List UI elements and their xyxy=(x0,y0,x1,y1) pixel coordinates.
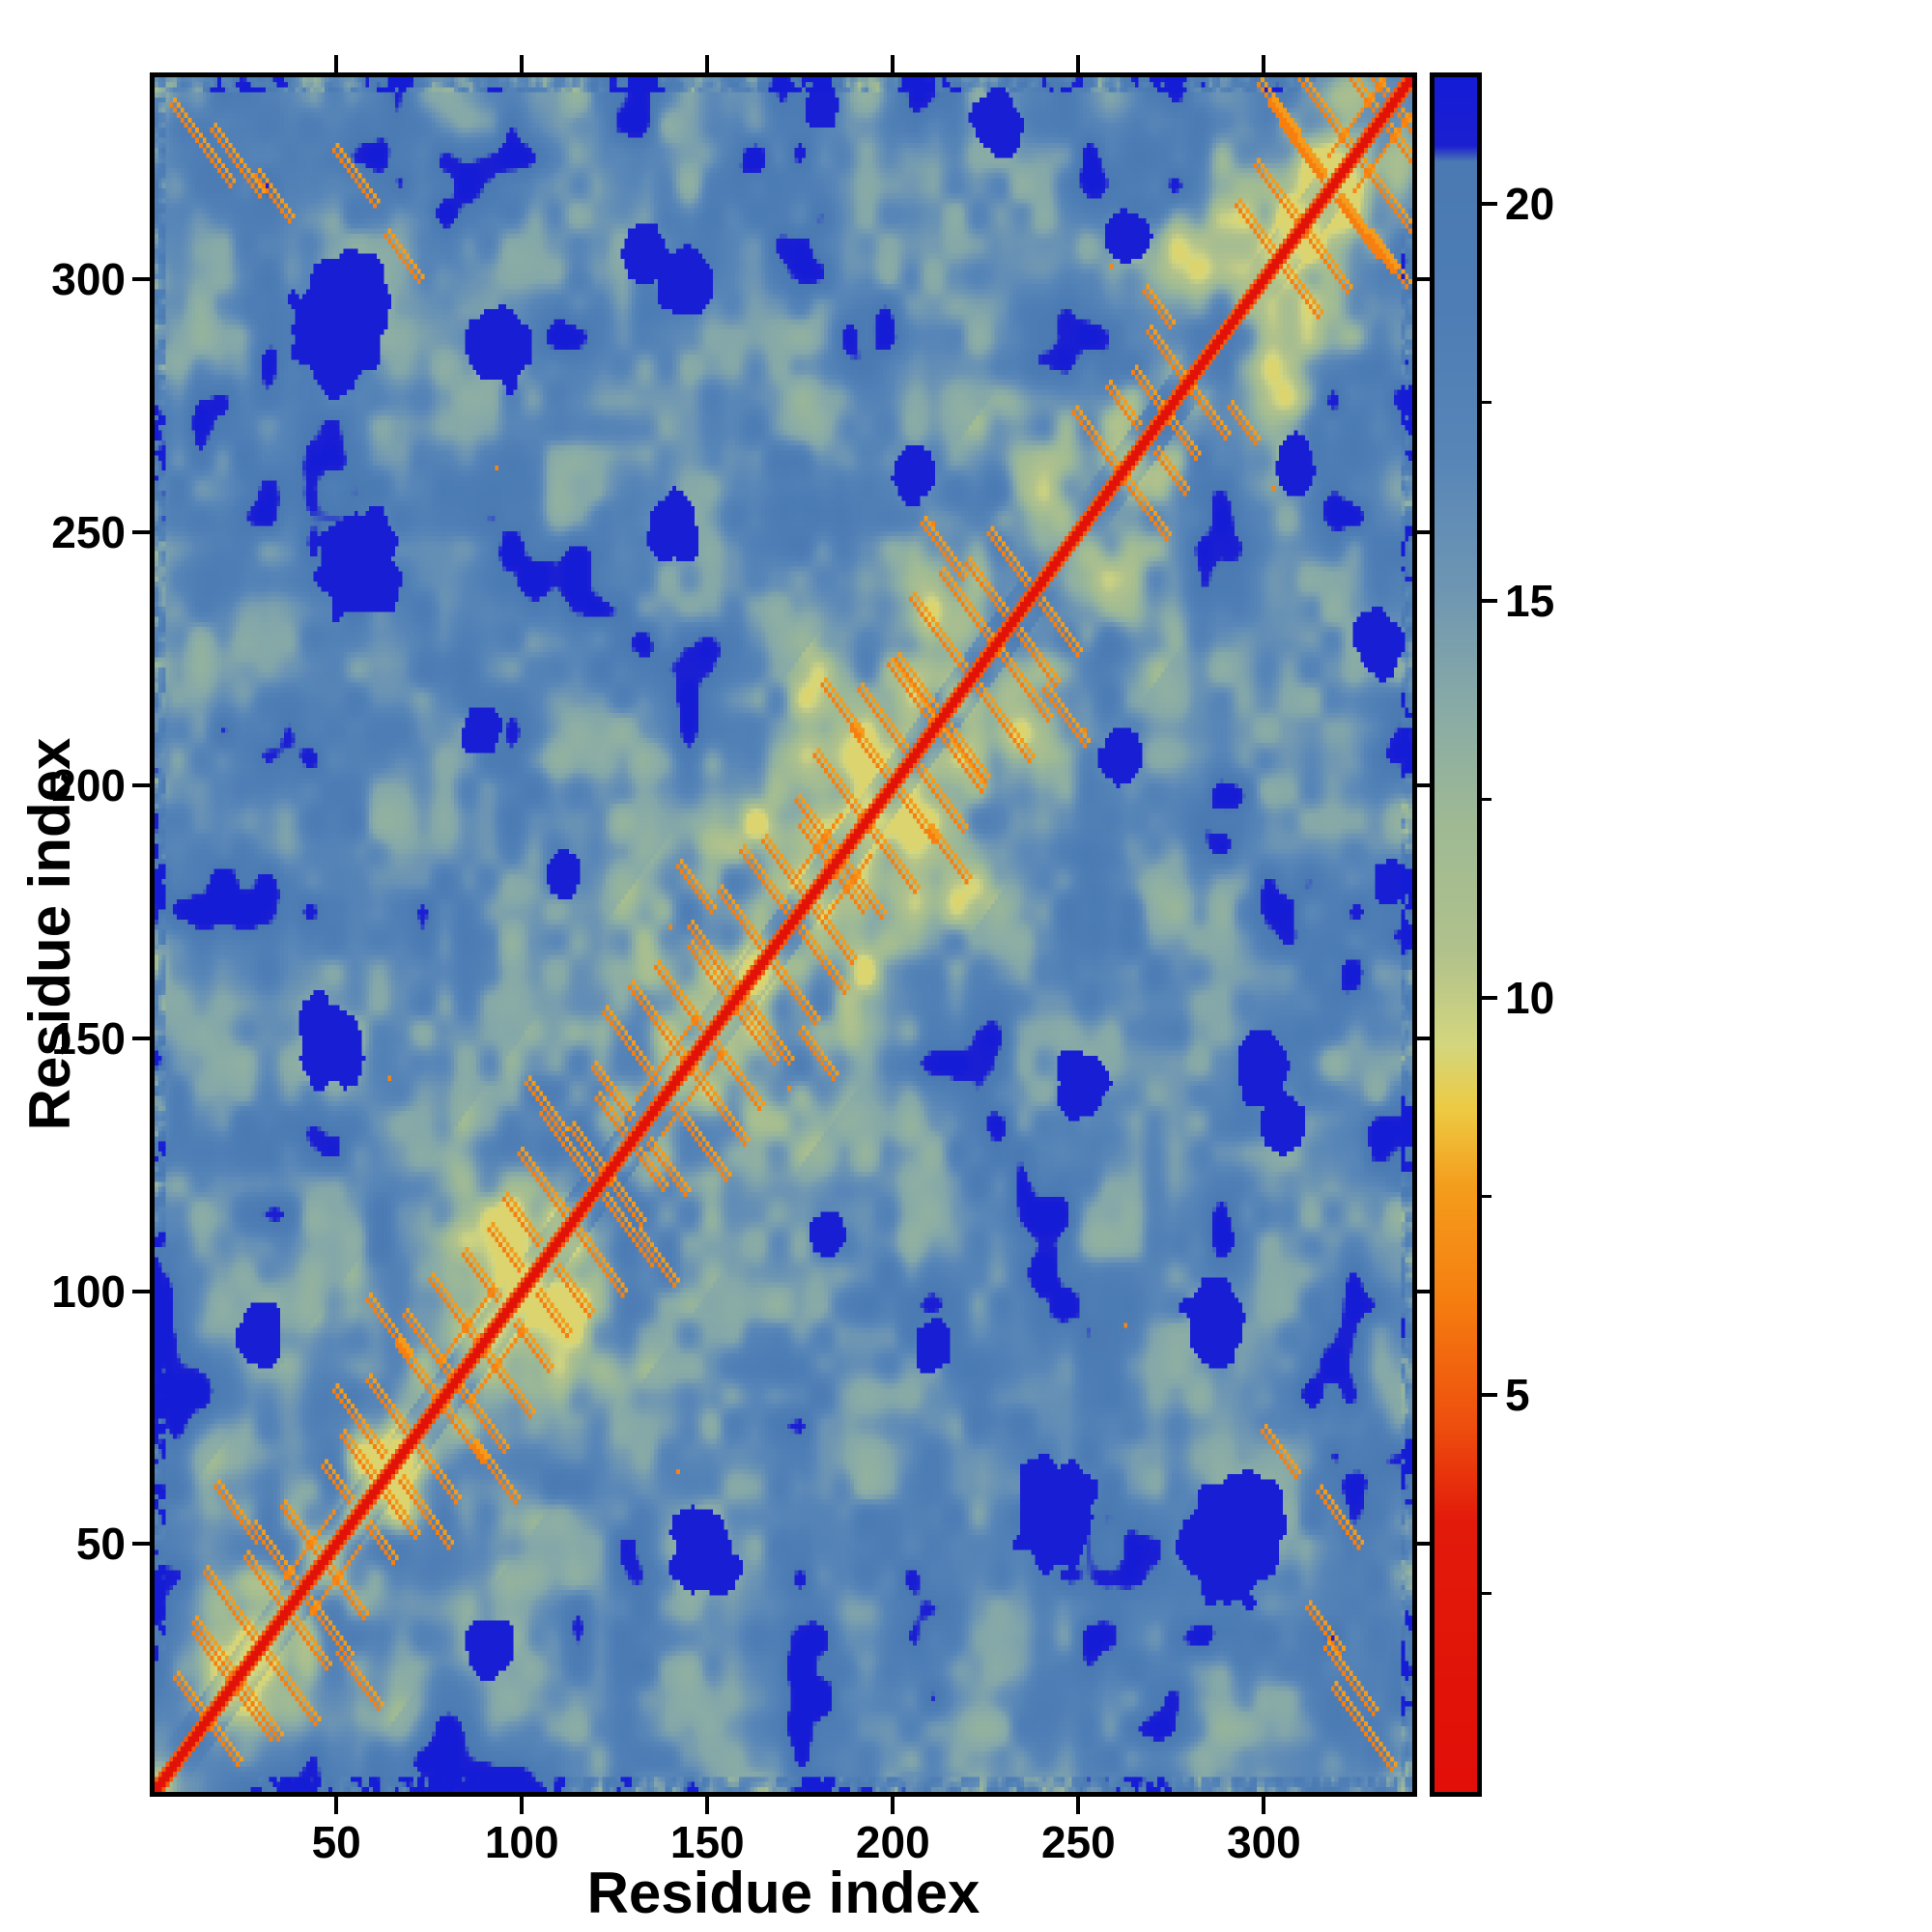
y-axis-tick-left xyxy=(132,1036,150,1040)
y-tick-label: 100 xyxy=(51,1265,126,1317)
heatmap-plot-area xyxy=(150,72,1417,1797)
colorbar-major-tick xyxy=(1482,599,1497,604)
colorbar-tick-label: 10 xyxy=(1505,973,1555,1024)
y-axis-tick-right xyxy=(1417,277,1435,282)
colorbar-major-tick xyxy=(1482,996,1497,1001)
x-axis-tick-top xyxy=(891,55,895,72)
x-axis-tick-bottom xyxy=(1262,1797,1266,1814)
heatmap-canvas xyxy=(155,77,1412,1792)
colorbar-minor-tick xyxy=(1482,798,1492,802)
x-tick-label: 50 xyxy=(311,1817,361,1867)
x-axis-tick-bottom xyxy=(891,1797,895,1814)
x-axis-tick-top xyxy=(1262,55,1266,72)
colorbar-tick-label: 20 xyxy=(1505,179,1555,230)
x-tick-label: 300 xyxy=(1226,1817,1301,1867)
x-axis-tick-top xyxy=(1076,55,1081,72)
colorbar xyxy=(1430,72,1482,1797)
colorbar-minor-tick xyxy=(1482,1592,1492,1596)
x-axis-tick-bottom xyxy=(1076,1797,1081,1814)
colorbar-major-tick xyxy=(1482,202,1497,207)
y-tick-label: 200 xyxy=(51,760,126,811)
x-axis-tick-top xyxy=(705,55,710,72)
x-tick-label: 150 xyxy=(669,1817,745,1867)
y-axis-tick-right xyxy=(1417,783,1435,788)
y-axis-tick-right xyxy=(1417,1036,1435,1040)
colorbar-minor-tick xyxy=(1482,1195,1492,1199)
x-axis-title: Residue index xyxy=(586,1861,980,1925)
colorbar-tick-label: 5 xyxy=(1505,1370,1530,1421)
x-axis-tick-top xyxy=(334,55,339,72)
y-axis-tick-right xyxy=(1417,530,1435,535)
y-tick-label: 300 xyxy=(51,254,126,305)
y-axis-tick-left xyxy=(132,1542,150,1547)
x-tick-label: 250 xyxy=(1040,1817,1116,1867)
y-axis-tick-left xyxy=(132,783,150,788)
y-axis-tick-right xyxy=(1417,1289,1435,1293)
y-axis-tick-right xyxy=(1417,1542,1435,1547)
colorbar-minor-tick xyxy=(1482,401,1492,405)
x-axis-tick-bottom xyxy=(705,1797,710,1814)
x-axis-tick-bottom xyxy=(334,1797,339,1814)
y-axis-tick-left xyxy=(132,277,150,282)
colorbar-major-tick xyxy=(1482,1393,1497,1398)
y-axis-tick-left xyxy=(132,530,150,535)
y-tick-label: 250 xyxy=(51,507,126,558)
x-axis-tick-top xyxy=(520,55,525,72)
x-tick-label: 100 xyxy=(484,1817,559,1867)
x-axis-tick-bottom xyxy=(520,1797,525,1814)
colorbar-gradient xyxy=(1435,77,1477,1792)
y-tick-label: 150 xyxy=(51,1012,126,1064)
x-tick-label: 200 xyxy=(855,1817,930,1867)
colorbar-tick-label: 15 xyxy=(1505,576,1555,627)
y-tick-label: 50 xyxy=(75,1519,126,1570)
y-axis-tick-left xyxy=(132,1289,150,1293)
